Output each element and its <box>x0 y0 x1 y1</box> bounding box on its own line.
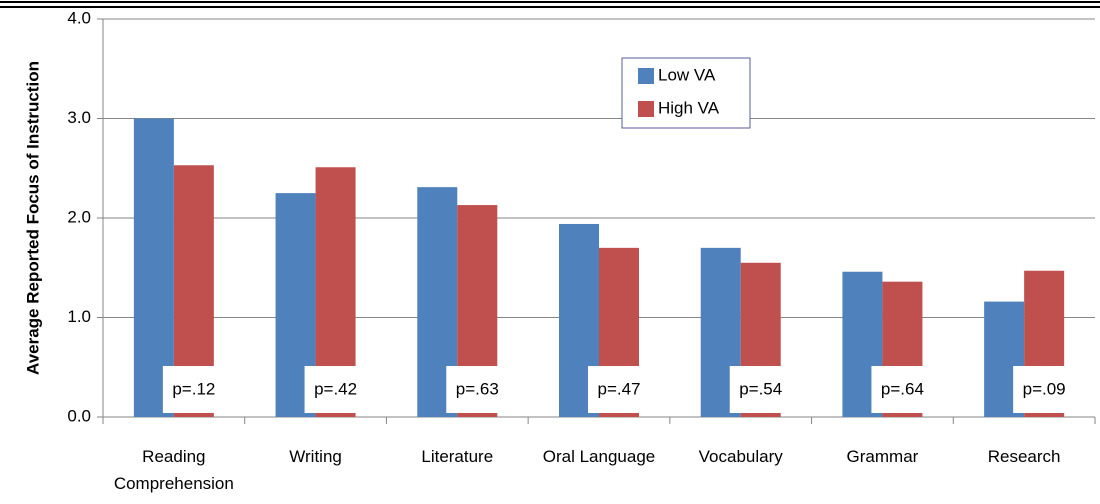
x-tick-label: Oral Language <box>542 447 656 466</box>
annotation-box <box>729 366 792 413</box>
y-tick-label: 1.0 <box>67 307 91 326</box>
x-tick-label: Writing <box>289 447 342 466</box>
annotation-box <box>446 366 509 413</box>
annotation-box <box>588 366 650 413</box>
y-axis-title: Average Reported Focus of Instruction <box>23 61 42 375</box>
annotation: p=.64 <box>881 379 924 398</box>
legend-swatch <box>638 101 654 117</box>
legend-swatch <box>638 68 654 84</box>
x-tick-label: Reading Comprehension <box>113 447 234 493</box>
annotation-box <box>1013 366 1076 413</box>
annotation: p=.47 <box>597 379 640 398</box>
y-tick-label: 2.0 <box>67 207 91 226</box>
annotation-box <box>871 366 934 413</box>
annotation: p=.63 <box>456 379 499 398</box>
legend-label: Low VA <box>658 65 716 84</box>
annotation-box <box>162 366 225 413</box>
annotation: p=.12 <box>172 379 215 398</box>
annotation: p=.42 <box>314 379 357 398</box>
y-tick-label: 4.0 <box>67 8 91 27</box>
y-tick-label: 0.0 <box>67 406 91 425</box>
y-tick-label: 3.0 <box>67 108 91 127</box>
annotation-box <box>304 366 367 413</box>
x-tick-label: Research <box>987 447 1061 466</box>
annotation: p=.54 <box>739 379 782 398</box>
annotation: p=.09 <box>1023 379 1066 398</box>
x-tick-label: Grammar <box>846 447 919 466</box>
legend-label: High VA <box>658 98 720 117</box>
x-tick-label: Vocabulary <box>698 447 783 466</box>
x-tick-label: Literature <box>421 447 494 466</box>
